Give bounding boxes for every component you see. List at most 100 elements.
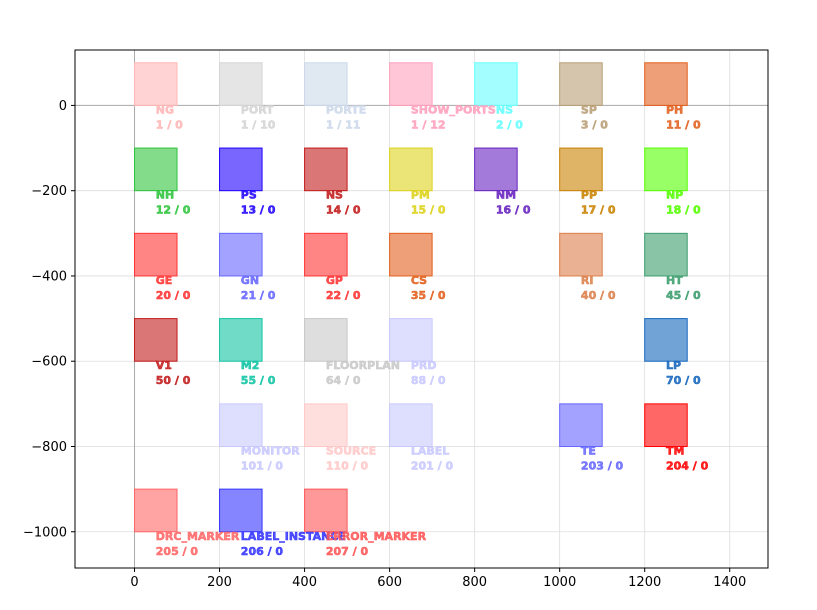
cell-name-label: PS: [241, 189, 257, 202]
plot-frame: [74, 49, 769, 569]
x-tick-label: 0: [130, 575, 138, 590]
y-tick-label: −400: [31, 269, 67, 284]
cell-number-label: 206 / 0: [241, 545, 284, 558]
cell-number-label: 13 / 0: [241, 204, 276, 217]
cell-name-label: DRC_MARKER: [156, 530, 240, 543]
cell-name-label: GN: [241, 274, 259, 287]
cell-rect: [304, 62, 348, 106]
cell-name-label: PH: [666, 103, 683, 116]
cell-number-label: 1 / 10: [241, 118, 276, 131]
cell-number-label: 2 / 0: [496, 118, 523, 131]
cell-number-label: 1 / 0: [156, 118, 183, 131]
cell-rect: [219, 403, 263, 447]
x-tick-label: 1400: [713, 575, 746, 590]
cell-rect: [559, 62, 603, 106]
x-tick-label: 600: [377, 575, 402, 590]
cell-rect: [644, 318, 688, 362]
cell-name-label: RI: [581, 274, 594, 287]
cell-name-label: PM: [411, 189, 430, 202]
cell-rect: [219, 62, 263, 106]
y-tick-label: 0: [59, 99, 67, 114]
cell-number-label: 3 / 0: [581, 118, 608, 131]
cell-name-label: LABEL_INSTANCE: [241, 530, 346, 543]
cell-rect: [219, 232, 263, 277]
cell-rect: [389, 232, 433, 277]
cell-rect: [474, 62, 518, 106]
cell-number-label: 110 / 0: [326, 459, 369, 472]
cell-rect: [219, 488, 263, 533]
cell-name-label: FLOORPLAN: [326, 359, 400, 372]
cell-number-label: 35 / 0: [411, 289, 446, 302]
cell-rect: [644, 232, 688, 277]
cell-rect: [644, 62, 688, 106]
cell-rect: [304, 318, 348, 362]
cell-name-label: PRD: [411, 359, 437, 372]
cell-name-label: NH: [156, 189, 174, 202]
cell-number-label: 1 / 12: [411, 118, 446, 131]
cell-name-label: PORT: [241, 103, 274, 116]
cell-number-label: 11 / 0: [666, 118, 701, 131]
cell-number-label: 16 / 0: [496, 204, 531, 217]
cell-name-label: LP: [666, 359, 681, 372]
cell-rect: [219, 318, 263, 362]
cell-rect: [304, 147, 348, 192]
cell-name-label: V1: [156, 359, 172, 372]
cell-labels: NG 1 / 0 PORT 1 / 10 PORTE 1 / 11 SHOW_PORTS 1 …: [156, 103, 709, 558]
cell-name-label: NS: [326, 189, 343, 202]
cell-name-label: NM: [496, 189, 516, 202]
cell-rect: [389, 62, 433, 106]
cell-name-label: SP: [581, 103, 597, 116]
x-tick-label: 1200: [628, 575, 661, 590]
cell-rect: [559, 232, 603, 277]
cell-number-label: 88 / 0: [411, 374, 446, 387]
y-tick-label: −800: [31, 440, 67, 455]
cell-number-label: 50 / 0: [156, 374, 191, 387]
cell-name-label: PP: [581, 189, 597, 202]
cell-rect: [389, 147, 433, 192]
cell-name-label: SHOW_PORTS: [411, 103, 496, 116]
cell-number-label: 205 / 0: [156, 545, 199, 558]
cell-name-label: TE: [581, 444, 596, 457]
cell-rect: [134, 147, 178, 192]
cell-number-label: 22 / 0: [326, 289, 361, 302]
cell-name-label: TM: [666, 444, 684, 457]
cell-name-label: HT: [666, 274, 683, 287]
cell-rect: [559, 147, 603, 192]
x-tick-label: 800: [462, 575, 487, 590]
y-tick-label: −600: [31, 355, 67, 370]
cell-name-label: SOURCE: [326, 444, 376, 457]
y-axis-ticks: 0 −200 −400 −600 −800 −1000: [23, 99, 75, 540]
cell-rect: [304, 232, 348, 277]
cell-number-label: 55 / 0: [241, 374, 276, 387]
cell-number-label: 203 / 0: [581, 459, 624, 472]
cell-name-label: NS: [496, 103, 513, 116]
cell-name-label: GE: [156, 274, 173, 287]
cell-name-label: NG: [156, 103, 174, 116]
cell-rect: [304, 403, 348, 447]
cell-name-label: NP: [666, 189, 683, 202]
cell-rect: [219, 147, 263, 192]
cell-rect: [134, 488, 178, 533]
cell-rect: [644, 403, 688, 447]
cell-rect: [389, 318, 433, 362]
cell-rect: [389, 403, 433, 447]
cell-name-label: PORTE: [326, 103, 366, 116]
cell-rect: [644, 147, 688, 192]
cell-name-label: ERROR_MARKER: [326, 530, 427, 543]
cell-number-label: 101 / 0: [241, 459, 284, 472]
cell-number-label: 1 / 11: [326, 118, 361, 131]
cell-number-label: 12 / 0: [156, 204, 191, 217]
x-axis-ticks: 0 200 400 600 800 1000 1200 1400: [130, 568, 746, 590]
cell-name-label: GP: [326, 274, 343, 287]
cell-rect: [134, 232, 178, 277]
cells: [134, 62, 688, 533]
y-tick-label: −200: [31, 184, 67, 199]
cell-number-label: 201 / 0: [411, 459, 454, 472]
cell-number-label: 45 / 0: [666, 289, 701, 302]
cell-name-label: CS: [411, 274, 427, 287]
x-tick-label: 1000: [543, 575, 576, 590]
cell-number-label: 14 / 0: [326, 204, 361, 217]
x-tick-label: 400: [292, 575, 317, 590]
cell-number-label: 18 / 0: [666, 204, 701, 217]
cell-number-label: 207 / 0: [326, 545, 369, 558]
